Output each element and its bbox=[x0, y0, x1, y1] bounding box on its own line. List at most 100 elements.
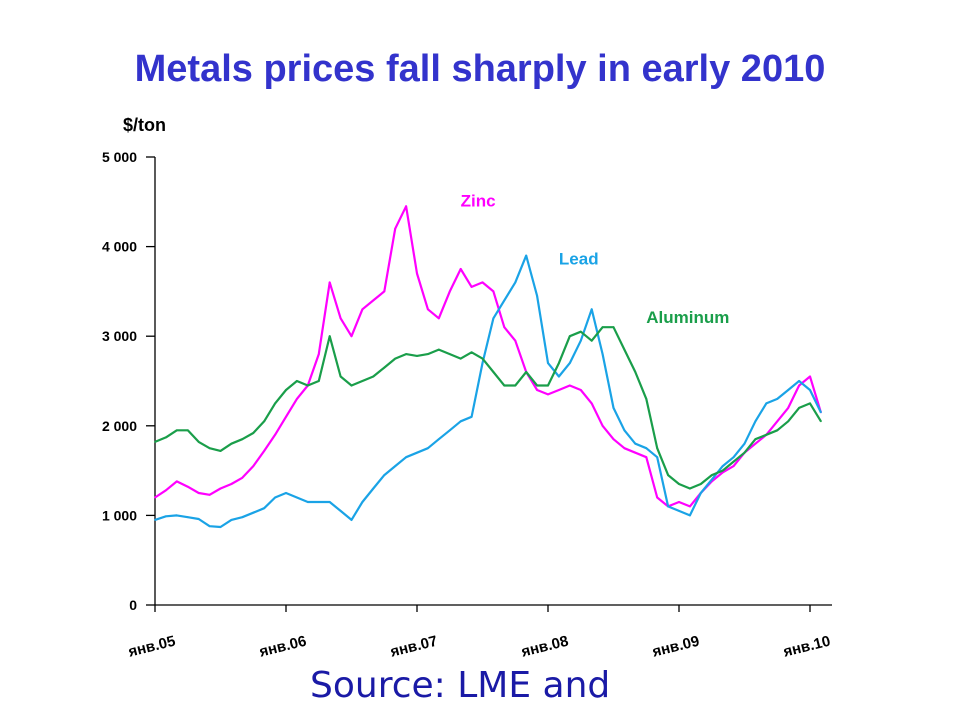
data-point-zinc bbox=[241, 476, 244, 479]
y-tick-label: 4 000 bbox=[102, 239, 137, 255]
data-point-zinc bbox=[689, 505, 691, 508]
data-point-aluminum bbox=[798, 407, 800, 409]
series-label-aluminum: Aluminum bbox=[646, 308, 729, 327]
chart-series-labels: Zinc Lead Aluminum bbox=[461, 191, 730, 326]
data-point-zinc bbox=[208, 493, 211, 496]
data-point-zinc bbox=[579, 389, 582, 391]
data-point-zinc bbox=[427, 308, 429, 311]
data-point-lead bbox=[699, 492, 702, 494]
data-point-aluminum bbox=[689, 487, 691, 490]
data-point-aluminum bbox=[175, 429, 178, 432]
data-point-aluminum bbox=[809, 402, 811, 405]
data-point-lead bbox=[525, 254, 528, 257]
data-point-aluminum bbox=[427, 353, 429, 355]
data-point-lead bbox=[416, 451, 418, 454]
x-tick-label: янв.10 bbox=[782, 633, 833, 661]
x-tick-label: янв.07 bbox=[389, 633, 440, 661]
data-point-aluminum bbox=[219, 450, 222, 452]
data-point-aluminum bbox=[656, 447, 659, 450]
data-point-aluminum bbox=[186, 429, 189, 432]
data-point-lead bbox=[296, 496, 298, 499]
data-point-aluminum bbox=[601, 326, 604, 329]
data-point-aluminum bbox=[787, 420, 790, 423]
data-point-lead bbox=[339, 510, 342, 512]
data-point-lead bbox=[623, 429, 626, 432]
series-line-zinc bbox=[154, 205, 822, 508]
data-point-lead bbox=[612, 407, 615, 409]
x-tick-label: янв.05 bbox=[127, 633, 178, 661]
data-point-zinc bbox=[448, 290, 451, 293]
data-point-lead bbox=[787, 389, 790, 391]
data-point-zinc bbox=[219, 487, 222, 490]
data-point-aluminum bbox=[459, 357, 462, 360]
data-point-lead bbox=[743, 442, 746, 445]
data-point-lead bbox=[809, 389, 811, 391]
data-point-zinc bbox=[416, 272, 418, 275]
data-point-lead bbox=[165, 515, 167, 518]
data-point-lead bbox=[274, 496, 276, 499]
data-point-zinc bbox=[328, 281, 331, 284]
data-point-aluminum bbox=[208, 447, 211, 450]
data-point-lead bbox=[732, 456, 735, 459]
data-point-aluminum bbox=[525, 371, 528, 373]
data-point-lead bbox=[427, 447, 429, 450]
data-point-aluminum bbox=[634, 371, 637, 373]
data-point-lead bbox=[241, 516, 244, 519]
data-point-aluminum bbox=[732, 460, 735, 463]
data-point-aluminum bbox=[568, 335, 571, 338]
data-point-aluminum bbox=[306, 384, 309, 387]
data-point-aluminum bbox=[197, 441, 200, 443]
data-point-zinc bbox=[470, 286, 473, 288]
data-point-lead bbox=[154, 519, 156, 521]
data-point-aluminum bbox=[645, 398, 648, 400]
data-point-aluminum bbox=[721, 469, 724, 472]
data-point-aluminum bbox=[437, 348, 440, 351]
data-point-aluminum bbox=[154, 441, 156, 443]
data-point-zinc bbox=[274, 433, 276, 436]
data-point-aluminum bbox=[481, 357, 484, 360]
data-point-lead bbox=[197, 518, 200, 520]
data-point-lead bbox=[601, 353, 604, 355]
data-point-aluminum bbox=[350, 384, 353, 387]
data-point-lead bbox=[306, 501, 309, 503]
data-point-zinc bbox=[656, 496, 659, 499]
data-point-lead bbox=[394, 465, 397, 467]
data-point-aluminum bbox=[492, 371, 495, 373]
data-point-lead bbox=[350, 519, 353, 521]
data-point-aluminum bbox=[667, 474, 669, 476]
data-point-zinc bbox=[405, 205, 407, 208]
data-point-zinc bbox=[558, 389, 560, 391]
data-point-aluminum bbox=[296, 380, 298, 382]
y-tick-label: 2 000 bbox=[102, 418, 137, 434]
data-point-zinc bbox=[634, 451, 637, 454]
data-point-zinc bbox=[252, 465, 255, 467]
series-line-lead bbox=[154, 254, 822, 529]
data-point-aluminum bbox=[274, 402, 276, 405]
data-point-lead bbox=[405, 456, 407, 459]
data-point-zinc bbox=[372, 299, 375, 302]
series-label-lead: Lead bbox=[559, 250, 599, 269]
data-point-zinc bbox=[394, 227, 397, 230]
data-point-aluminum bbox=[579, 330, 582, 333]
data-point-lead bbox=[765, 402, 768, 405]
data-point-aluminum bbox=[776, 429, 779, 432]
data-point-lead bbox=[383, 474, 386, 476]
data-point-lead bbox=[285, 492, 287, 494]
chart-title: Metals prices fall sharply in early 2010 bbox=[134, 48, 826, 90]
data-point-lead bbox=[328, 501, 331, 503]
data-point-aluminum bbox=[514, 384, 517, 387]
data-point-aluminum bbox=[710, 474, 713, 476]
data-point-zinc bbox=[437, 317, 440, 320]
data-point-zinc bbox=[514, 339, 517, 342]
data-point-aluminum bbox=[252, 432, 255, 434]
y-tick-label: 1 000 bbox=[102, 507, 137, 523]
data-point-lead bbox=[514, 281, 517, 284]
data-point-aluminum bbox=[328, 335, 331, 338]
data-point-lead bbox=[263, 507, 266, 510]
data-point-aluminum bbox=[285, 389, 287, 391]
y-tick-label: 0 bbox=[129, 597, 137, 613]
data-point-lead bbox=[481, 362, 484, 364]
data-point-lead bbox=[503, 299, 506, 302]
data-point-aluminum bbox=[263, 420, 266, 423]
data-point-lead bbox=[689, 514, 691, 517]
